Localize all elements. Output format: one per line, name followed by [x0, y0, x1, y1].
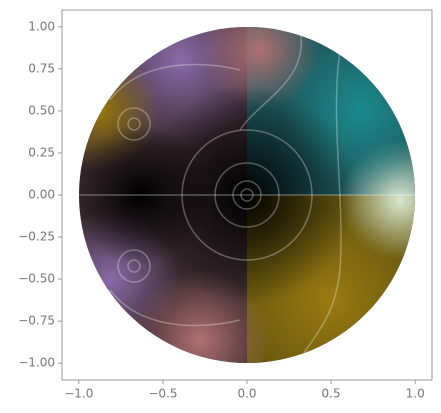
y-tick-label: 0.75 — [28, 61, 55, 75]
y-tick-label: 1.00 — [28, 19, 55, 33]
x-tick-label: 0.5 — [322, 387, 341, 401]
x-tick-label: 1.0 — [406, 387, 425, 401]
y-tick-label: 0.00 — [28, 188, 55, 202]
y-tick-label: 0.25 — [28, 145, 55, 159]
x-tick-label: 0.0 — [237, 387, 256, 401]
y-tick-label: −0.50 — [18, 272, 55, 286]
y-tick-label: −0.25 — [18, 230, 55, 244]
y-tick-label: −1.00 — [18, 356, 55, 370]
x-tick-label: −1.0 — [64, 387, 93, 401]
y-tick-label: −0.75 — [18, 314, 55, 328]
y-tick-label: 0.50 — [28, 103, 55, 117]
x-tick-label: −0.5 — [148, 387, 177, 401]
domain-coloring — [79, 27, 415, 363]
